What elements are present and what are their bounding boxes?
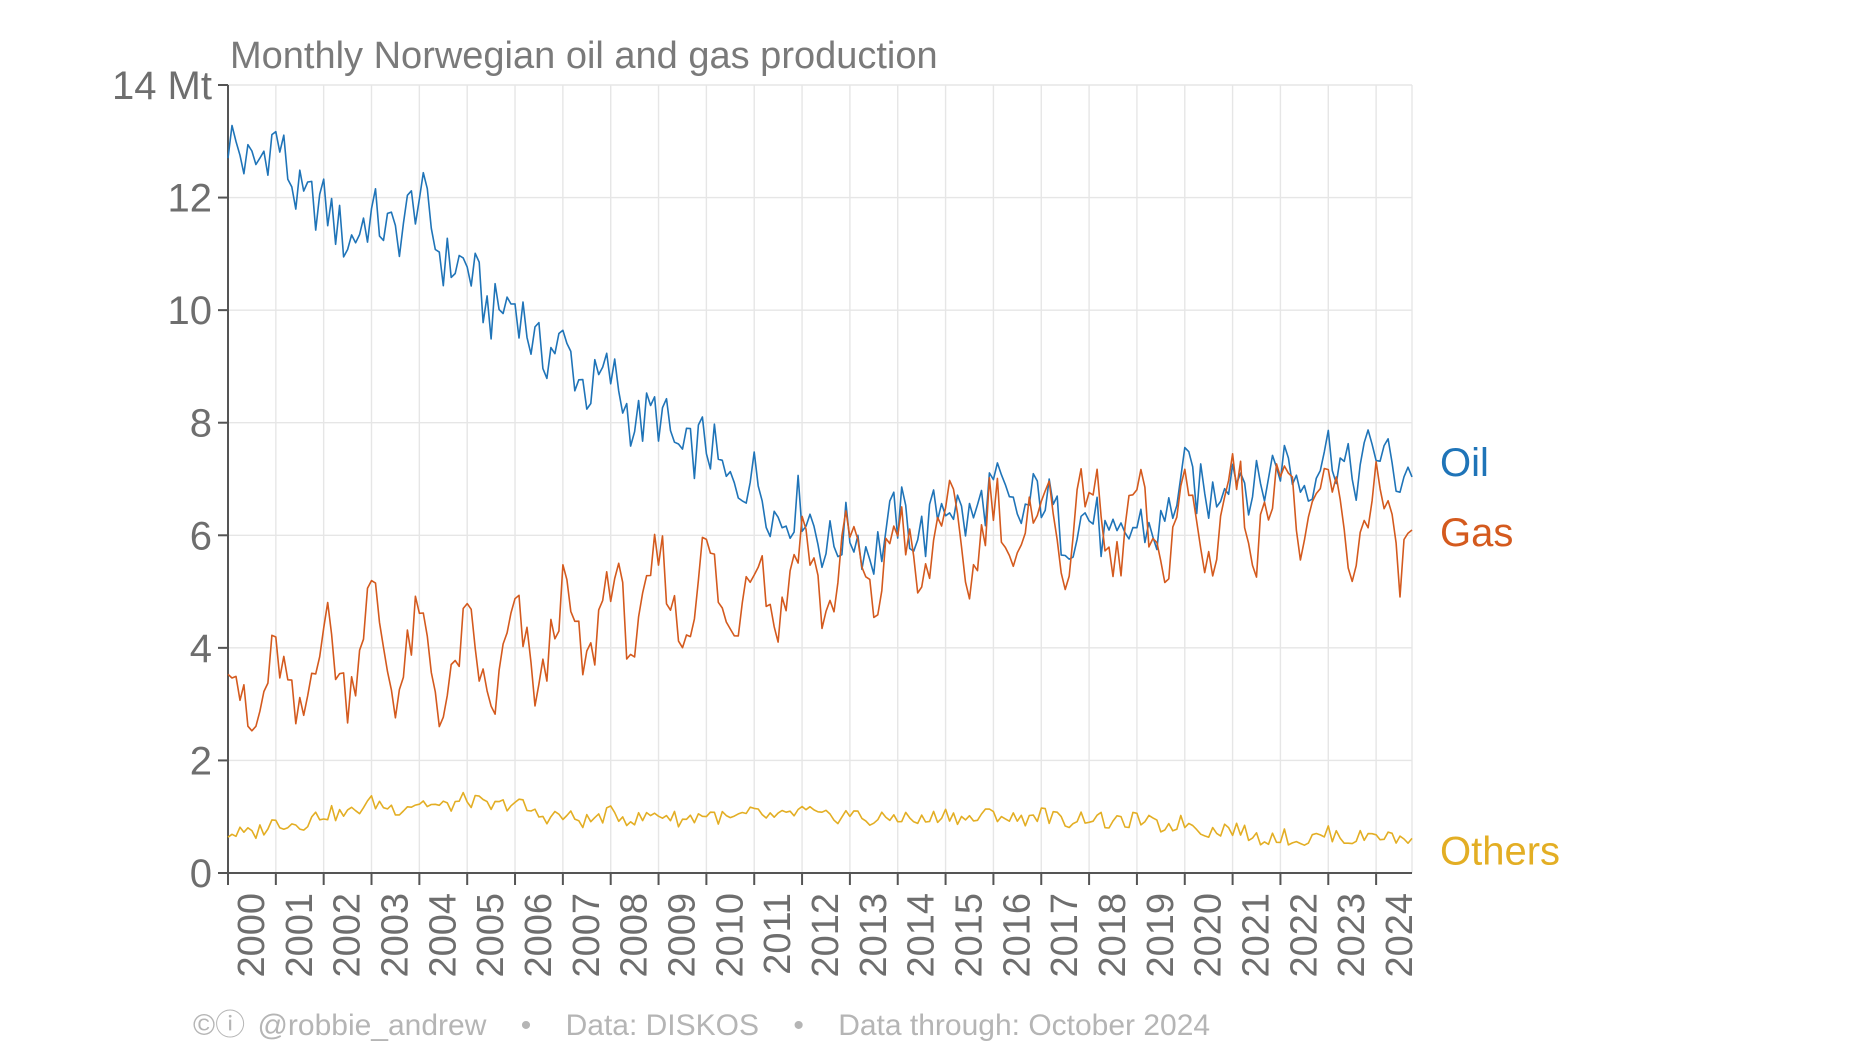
y-axis-ticks: 0 2 4 6 8 10 12 14 Mt (112, 64, 212, 896)
series-line-gas (227, 452, 1413, 732)
series-label-oil: Oil (1440, 441, 1489, 485)
x-tick-label: 2002 (327, 893, 369, 978)
series-label-gas: Gas (1440, 511, 1513, 555)
x-tick-label: 2021 (1236, 893, 1278, 978)
author-handle: @robbie_andrew (257, 1009, 486, 1042)
footer-separator: • (793, 1009, 804, 1042)
y-tick-label: 2 (190, 739, 212, 783)
data-through: Data through: October 2024 (838, 1009, 1210, 1042)
x-tick-label: 2006 (518, 893, 560, 978)
x-tick-label: 2007 (566, 893, 608, 978)
y-tick-label: 12 (168, 177, 213, 221)
x-tick-label: 2009 (661, 893, 703, 978)
x-tick-label: 2005 (470, 893, 512, 978)
x-tick-label: 2011 (757, 893, 799, 975)
x-tick-label: 2001 (279, 893, 321, 978)
series-line-others (227, 791, 1413, 847)
x-tick-label: 2020 (1188, 893, 1230, 978)
data-source: Data: DISKOS (566, 1009, 759, 1042)
x-tick-label: 2003 (374, 893, 416, 978)
y-tick-label: 14 Mt (112, 64, 212, 108)
footer-separator: • (521, 1009, 532, 1042)
y-tick-label: 10 (168, 289, 213, 333)
x-tick-label: 2019 (1140, 893, 1182, 978)
x-tick-label: 2000 (231, 893, 273, 978)
series-line-oil (227, 124, 1413, 575)
series-labels: Oil Gas Others (1440, 441, 1560, 873)
x-tick-label: 2015 (949, 893, 991, 978)
y-tick-label: 0 (190, 852, 212, 896)
x-tick-label: 2018 (1092, 893, 1134, 978)
x-tick-label: 2004 (422, 893, 464, 978)
axes (218, 84, 1412, 885)
y-tick-label: 8 (190, 402, 212, 446)
credit-icons: ©ⓘ (193, 1009, 245, 1042)
y-tick-label: 4 (190, 627, 212, 671)
x-tick-label: 2012 (805, 893, 847, 978)
y-tick-label: 6 (190, 514, 212, 558)
x-tick-label: 2022 (1283, 893, 1325, 978)
footer: ©ⓘ @robbie_andrew • Data: DISKOS • Data … (193, 1009, 1210, 1042)
x-axis-ticks: 2000 2001 2002 2003 2004 2005 2006 2007 2008 2009… (231, 893, 1421, 978)
x-tick-label: 2016 (996, 893, 1038, 978)
chart-title: Monthly Norwegian oil and gas production (230, 35, 938, 77)
x-tick-label: 2024 (1379, 893, 1421, 978)
x-tick-label: 2010 (709, 893, 751, 978)
x-tick-label: 2008 (614, 893, 656, 978)
x-tick-label: 2013 (853, 893, 895, 978)
x-tick-label: 2017 (1044, 893, 1086, 978)
x-tick-label: 2023 (1331, 893, 1373, 978)
series-label-others: Others (1440, 829, 1560, 873)
series (227, 124, 1413, 847)
x-tick-label: 2014 (901, 893, 943, 978)
footer-text: ©ⓘ @robbie_andrew • Data: DISKOS • Data … (193, 1009, 1210, 1042)
